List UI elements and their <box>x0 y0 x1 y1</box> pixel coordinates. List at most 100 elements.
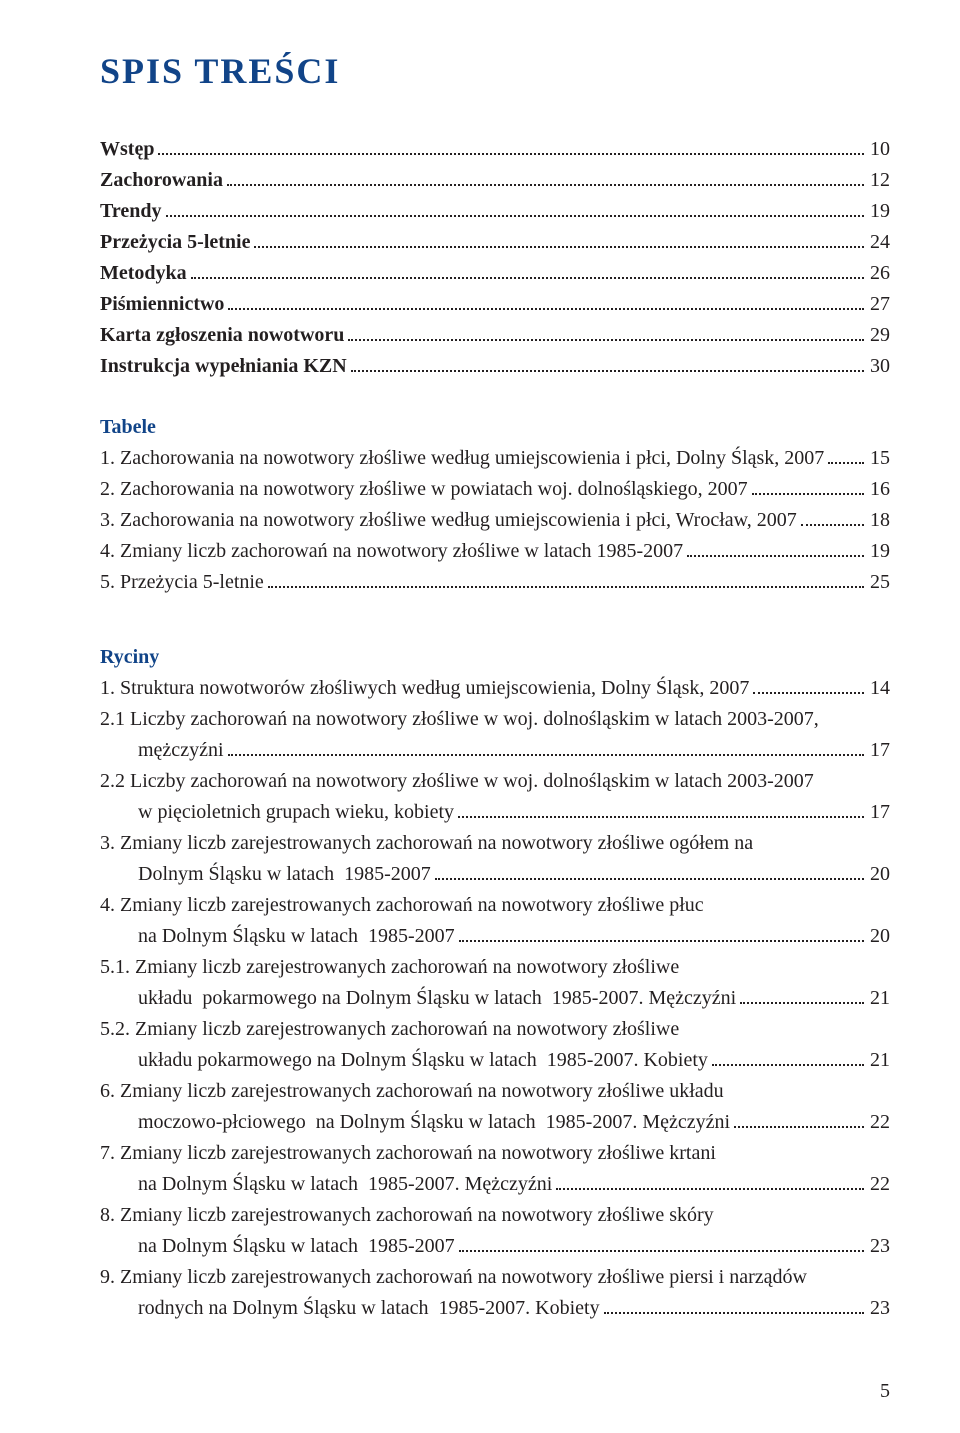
leader-dots <box>348 339 864 341</box>
toc-page: 17 <box>868 735 890 766</box>
toc-label: 5.1. Zmiany liczb zarejestrowanych zacho… <box>100 952 679 983</box>
page-title: SPIS TREŚCI <box>100 50 890 92</box>
leader-dots <box>228 754 865 756</box>
toc-label: 6. Zmiany liczb zarejestrowanych zachoro… <box>100 1076 724 1107</box>
toc-line: 5.2. Zmiany liczb zarejestrowanych zacho… <box>100 1014 890 1045</box>
toc-page: 12 <box>868 165 890 196</box>
leader-dots <box>254 246 864 248</box>
leader-dots <box>828 462 864 464</box>
toc-label: 7. Zmiany liczb zarejestrowanych zachoro… <box>100 1138 716 1169</box>
toc-label: mężczyźni <box>138 735 224 766</box>
toc-page: 21 <box>868 1045 890 1076</box>
toc-line: 1. Struktura nowotworów złośliwych wedłu… <box>100 673 890 704</box>
toc-line: Wstęp 10 <box>100 134 890 165</box>
toc-line: moczowo-płciowego na Dolnym Śląsku w lat… <box>100 1107 890 1138</box>
leader-dots <box>228 308 864 310</box>
toc-page: 21 <box>868 983 890 1014</box>
toc-label: układu pokarmowego na Dolnym Śląsku w la… <box>138 1045 708 1076</box>
toc-label: 2.2 Liczby zachorowań na nowotwory złośl… <box>100 766 814 797</box>
toc-page: 19 <box>868 196 890 227</box>
leader-dots <box>458 816 864 818</box>
toc-page: 24 <box>868 227 890 258</box>
toc-line: Dolnym Śląsku w latach 1985-200720 <box>100 859 890 890</box>
toc-line: Instrukcja wypełniania KZN 30 <box>100 351 890 382</box>
toc-label: Wstęp <box>100 134 154 165</box>
toc-label: Trendy <box>100 196 162 227</box>
toc-label: układu pokarmowego na Dolnym Śląsku w la… <box>138 983 736 1014</box>
tabele-list: 1. Zachorowania na nowotwory złośliwe we… <box>100 443 890 598</box>
toc-line: 4. Zmiany liczb zachorowań na nowotwory … <box>100 536 890 567</box>
leader-dots <box>227 184 864 186</box>
toc-page: 23 <box>868 1293 890 1324</box>
toc-line: Przeżycia 5-letnie24 <box>100 227 890 258</box>
toc-line: 5.1. Zmiany liczb zarejestrowanych zacho… <box>100 952 890 983</box>
toc-label: Dolnym Śląsku w latach 1985-2007 <box>138 859 431 890</box>
toc-page: 22 <box>868 1169 890 1200</box>
toc-page: 22 <box>868 1107 890 1138</box>
toc-label: na Dolnym Śląsku w latach 1985-2007 <box>138 921 455 952</box>
toc-line: 8. Zmiany liczb zarejestrowanych zachoro… <box>100 1200 890 1231</box>
toc-line: 9. Zmiany liczb zarejestrowanych zachoro… <box>100 1262 890 1293</box>
leader-dots <box>734 1126 864 1128</box>
toc-line: w pięcioletnich grupach wieku, kobiety 17 <box>100 797 890 828</box>
toc-line: 5. Przeżycia 5-letnie 25 <box>100 567 890 598</box>
toc-page: 15 <box>868 443 890 474</box>
document-page: SPIS TREŚCI Wstęp 10 Zachorowania 12 Trendy 1… <box>0 0 960 1433</box>
toc-label: 8. Zmiany liczb zarejestrowanych zachoro… <box>100 1200 714 1231</box>
toc-line: 7. Zmiany liczb zarejestrowanych zachoro… <box>100 1138 890 1169</box>
toc-label: 5.2. Zmiany liczb zarejestrowanych zacho… <box>100 1014 679 1045</box>
toc-line: Metodyka26 <box>100 258 890 289</box>
toc-line: Karta zgłoszenia nowotworu29 <box>100 320 890 351</box>
toc-line: 2.2 Liczby zachorowań na nowotwory złośl… <box>100 766 890 797</box>
toc-line: 2.1 Liczby zachorowań na nowotwory złośl… <box>100 704 890 735</box>
toc-page: 25 <box>868 567 890 598</box>
toc-line: Zachorowania 12 <box>100 165 890 196</box>
leader-dots <box>753 692 864 694</box>
toc-label: 2.1 Liczby zachorowań na nowotwory złośl… <box>100 704 819 735</box>
toc-line: na Dolnym Śląsku w latach 1985-200723 <box>100 1231 890 1262</box>
leader-dots <box>351 370 864 372</box>
toc-label: Metodyka <box>100 258 187 289</box>
toc-line: układu pokarmowego na Dolnym Śląsku w la… <box>100 1045 890 1076</box>
toc-line: 3. Zmiany liczb zarejestrowanych zachoro… <box>100 828 890 859</box>
toc-line: na Dolnym Śląsku w latach 1985-2007. Męż… <box>100 1169 890 1200</box>
toc-page: 10 <box>868 134 890 165</box>
ryciny-list: 1. Struktura nowotworów złośliwych wedłu… <box>100 673 890 1324</box>
ryciny-heading: Ryciny <box>100 646 890 669</box>
toc-label: Zachorowania <box>100 165 223 196</box>
toc-line: 2. Zachorowania na nowotwory złośliwe w … <box>100 474 890 505</box>
toc-page: 19 <box>868 536 890 567</box>
leader-dots <box>191 277 864 279</box>
toc-label: 5. Przeżycia 5-letnie <box>100 567 264 598</box>
tabele-heading: Tabele <box>100 416 890 439</box>
leader-dots <box>740 1002 864 1004</box>
toc-page: 27 <box>868 289 890 320</box>
toc-page: 20 <box>868 921 890 952</box>
toc-label: w pięcioletnich grupach wieku, kobiety <box>138 797 454 828</box>
toc-label: 3. Zmiany liczb zarejestrowanych zachoro… <box>100 828 753 859</box>
toc-label: na Dolnym Śląsku w latach 1985-2007 <box>138 1231 455 1262</box>
leader-dots <box>687 555 864 557</box>
toc-page: 14 <box>868 673 890 704</box>
toc-label: moczowo-płciowego na Dolnym Śląsku w lat… <box>138 1107 730 1138</box>
toc-line: 6. Zmiany liczb zarejestrowanych zachoro… <box>100 1076 890 1107</box>
leader-dots <box>712 1064 864 1066</box>
page-number: 5 <box>880 1380 890 1403</box>
toc-label: 1. Zachorowania na nowotwory złośliwe we… <box>100 443 824 474</box>
toc-label: 3. Zachorowania na nowotwory złośliwe we… <box>100 505 797 536</box>
toc-label: Piśmiennictwo <box>100 289 224 320</box>
toc-page: 17 <box>868 797 890 828</box>
toc-label: Instrukcja wypełniania KZN <box>100 351 347 382</box>
toc-page: 30 <box>868 351 890 382</box>
toc-page: 16 <box>868 474 890 505</box>
leader-dots <box>435 878 864 880</box>
toc-label: 2. Zachorowania na nowotwory złośliwe w … <box>100 474 748 505</box>
leader-dots <box>604 1312 864 1314</box>
toc-line: 3. Zachorowania na nowotwory złośliwe we… <box>100 505 890 536</box>
toc-line: na Dolnym Śląsku w latach 1985-2007 20 <box>100 921 890 952</box>
leader-dots <box>158 153 864 155</box>
toc-label: na Dolnym Śląsku w latach 1985-2007. Męż… <box>138 1169 552 1200</box>
leader-dots <box>752 493 864 495</box>
toc-label: 4. Zmiany liczb zarejestrowanych zachoro… <box>100 890 704 921</box>
toc-label: 4. Zmiany liczb zachorowań na nowotwory … <box>100 536 683 567</box>
